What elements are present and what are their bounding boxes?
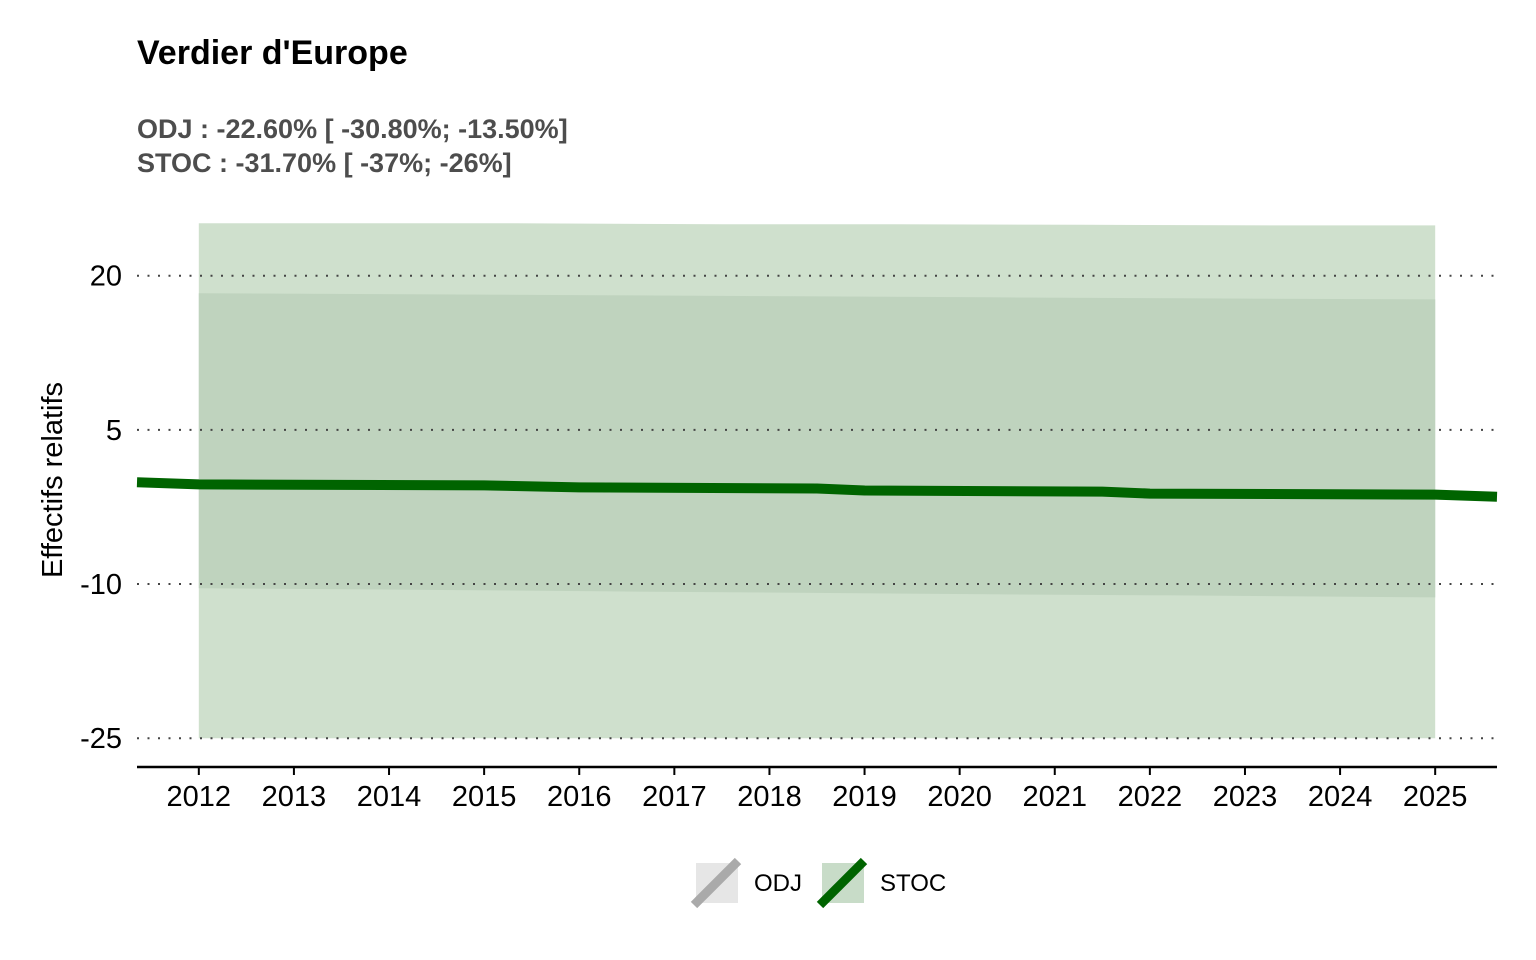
subtitle-odj: ODJ : -22.60% [ -30.80%; -13.50%] [137,114,568,144]
x-tick-label: 2020 [927,781,992,813]
subtitle-stoc: STOC : -31.70% [ -37%; -26%] [137,148,512,178]
x-tick-label: 2012 [167,781,232,813]
x-tick-label: 2023 [1213,781,1278,813]
legend-swatch-odj [690,857,742,909]
x-tick-label: 2015 [452,781,517,813]
legend-label-odj: ODJ [754,870,802,897]
y-tick-label: 20 [90,261,122,293]
x-tick-label: 2024 [1308,781,1373,813]
y-axis-title: Effectifs relatifs [37,382,69,578]
x-tick-label: 2014 [357,781,422,813]
x-tick-label: 2025 [1403,781,1468,813]
stoc-series-line [136,477,1498,502]
x-tick-label: 2021 [1023,781,1088,813]
x-tick-label: 2013 [262,781,327,813]
chart-subtitle: ODJ : -22.60% [ -30.80%; -13.50%] STOC :… [137,112,568,180]
y-tick-label: -10 [80,569,122,601]
y-tick-label: 5 [106,415,122,447]
stoc-inner-band [198,293,1436,598]
confidence-bands [198,223,1436,739]
legend-swatch-stoc [816,857,868,909]
legend: ODJ STOC [690,857,946,909]
y-tick-label: -25 [80,723,122,755]
x-tick-label: 2018 [737,781,802,813]
chart-title: Verdier d'Europe [137,34,408,72]
axes: 20 5 -10 -25 2012 2013 2014 2015 2016 2017 2018 201… [80,261,1497,813]
legend-label-stoc: STOC [880,870,946,897]
x-tick-label: 2019 [832,781,897,813]
series-lines [136,477,1498,502]
x-tick-label: 2017 [642,781,707,813]
x-tick-label: 2022 [1118,781,1183,813]
x-tick-label: 2016 [547,781,612,813]
